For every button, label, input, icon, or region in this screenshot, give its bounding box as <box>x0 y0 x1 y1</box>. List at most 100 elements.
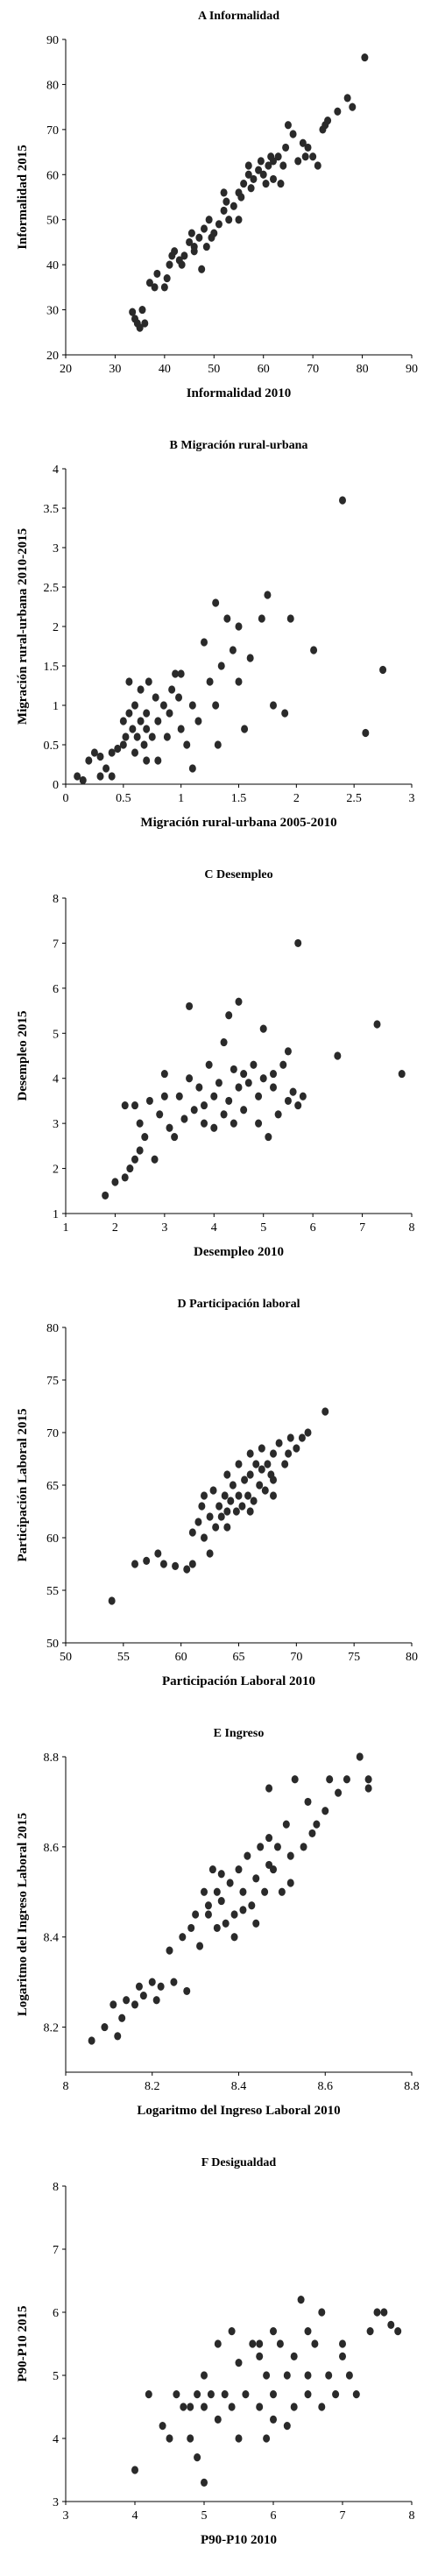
data-point <box>228 2403 236 2411</box>
data-point <box>274 152 282 161</box>
data-point <box>275 1439 283 1447</box>
data-point <box>201 224 208 233</box>
data-point <box>188 1528 196 1537</box>
data-point <box>194 1518 202 1526</box>
x-tick-label: 70 <box>290 1651 302 1664</box>
data-point <box>263 2434 271 2443</box>
data-point <box>125 709 133 718</box>
data-point <box>278 1887 286 1896</box>
data-point <box>201 1100 208 1110</box>
data-point <box>143 1556 151 1565</box>
chart-d: D Participación laboral 50 55 60 65 70 75 80 50 5… <box>16 1298 418 1688</box>
data-point <box>217 662 225 670</box>
data-point <box>281 709 289 718</box>
chart-panel-c: C Desempleo 1 2 3 4 5 6 7 8 1 2 3 4 5 6 7 8 Desempleo 201… <box>0 859 438 1288</box>
data-point <box>183 740 191 749</box>
y-tick-label: 5 <box>53 2370 59 2383</box>
data-point <box>299 1092 307 1100</box>
x-tick-label: 60 <box>258 363 270 376</box>
data-point <box>246 1470 254 1479</box>
data-point <box>206 677 214 686</box>
y-tick-label: 70 <box>46 1427 59 1440</box>
data-point <box>201 2371 208 2380</box>
data-point <box>279 161 287 170</box>
chart-panel-e: E Ingreso 8 8.2 8.4 8.6 8.8 8.2 8.4 8.6 8.8 Logari… <box>0 1717 438 2147</box>
data-point <box>204 1901 212 1910</box>
data-point <box>143 709 151 718</box>
data-point <box>131 2466 138 2474</box>
data-point <box>240 1106 248 1115</box>
data-point <box>283 2422 291 2431</box>
data-point <box>270 1083 277 1092</box>
data-point <box>235 1491 243 1500</box>
x-tick-label: 4 <box>211 1221 217 1235</box>
data-point <box>265 1833 273 1843</box>
x-tick-label: 80 <box>406 1651 418 1664</box>
data-point <box>321 1407 329 1416</box>
data-point <box>131 1100 138 1110</box>
x-tick-label: 8 <box>409 1221 415 1235</box>
data-point <box>270 1069 277 1079</box>
data-point <box>225 216 233 224</box>
data-point <box>324 116 332 125</box>
data-point <box>188 701 196 710</box>
data-point <box>265 1132 272 1142</box>
y-axis-label: Migración rural-urbana 2010-2015 <box>16 528 30 725</box>
y-tick-label: 2.5 <box>44 582 60 595</box>
data-point <box>235 1865 243 1874</box>
data-point <box>172 1561 180 1570</box>
data-point <box>166 1123 173 1132</box>
x-tick-label: 75 <box>348 1651 360 1664</box>
data-point <box>154 717 162 725</box>
data-point <box>187 2403 194 2411</box>
data-point <box>235 677 243 686</box>
data-point <box>125 677 133 686</box>
x-tick-label: 8 <box>409 2509 415 2523</box>
chart-title: B Migración rural-urbana <box>170 439 308 452</box>
data-point <box>282 143 290 152</box>
x-tick-label: 2 <box>112 1221 118 1235</box>
data-point <box>364 1775 372 1784</box>
data-point <box>187 229 195 237</box>
chart-panel-a: A Informalidad 20 30 40 50 60 70 80 90 20 30 40 50 60… <box>0 0 438 429</box>
data-point <box>321 1807 329 1815</box>
x-tick-label: 5 <box>260 1221 266 1235</box>
data-point <box>210 1123 218 1132</box>
data-point <box>343 94 351 103</box>
data-point <box>310 646 318 655</box>
data-point <box>131 1155 138 1164</box>
chart-title: E Ingreso <box>214 1727 265 1740</box>
data-point <box>230 1910 238 1919</box>
data-point <box>270 174 277 184</box>
y-tick-label: 3 <box>53 1118 59 1131</box>
data-point <box>163 732 171 741</box>
data-point <box>334 1051 342 1060</box>
data-point <box>195 233 203 242</box>
data-point <box>108 748 116 757</box>
data-point <box>202 242 210 251</box>
y-tick-label: 80 <box>46 79 59 92</box>
data-point <box>151 1155 159 1164</box>
data-point <box>273 1843 281 1851</box>
data-point <box>217 1870 225 1879</box>
data-point <box>252 1460 260 1468</box>
data-point <box>166 2434 173 2443</box>
x-tick-label: 8.2 <box>145 2080 160 2093</box>
data-point <box>159 701 167 710</box>
data-point <box>215 1502 223 1511</box>
data-point <box>136 1119 144 1128</box>
data-point <box>290 2403 298 2411</box>
x-tick-label: 3 <box>161 1221 167 1235</box>
y-tick-label: 0.5 <box>44 740 60 753</box>
data-point <box>160 1069 168 1079</box>
chart-f: F Desigualdad 3 4 5 6 7 8 3 4 5 6 7 8 P90-P10 2010 P90… <box>16 2156 415 2547</box>
data-point <box>96 752 104 761</box>
data-point <box>237 193 245 202</box>
x-tick-label: 7 <box>340 2509 346 2523</box>
y-tick-label: 4 <box>53 1073 59 1086</box>
data-point <box>212 1523 220 1532</box>
data-point <box>198 1502 206 1511</box>
chart-title: A Informalidad <box>198 10 279 23</box>
data-point <box>265 1784 273 1793</box>
data-point <box>183 1565 191 1574</box>
